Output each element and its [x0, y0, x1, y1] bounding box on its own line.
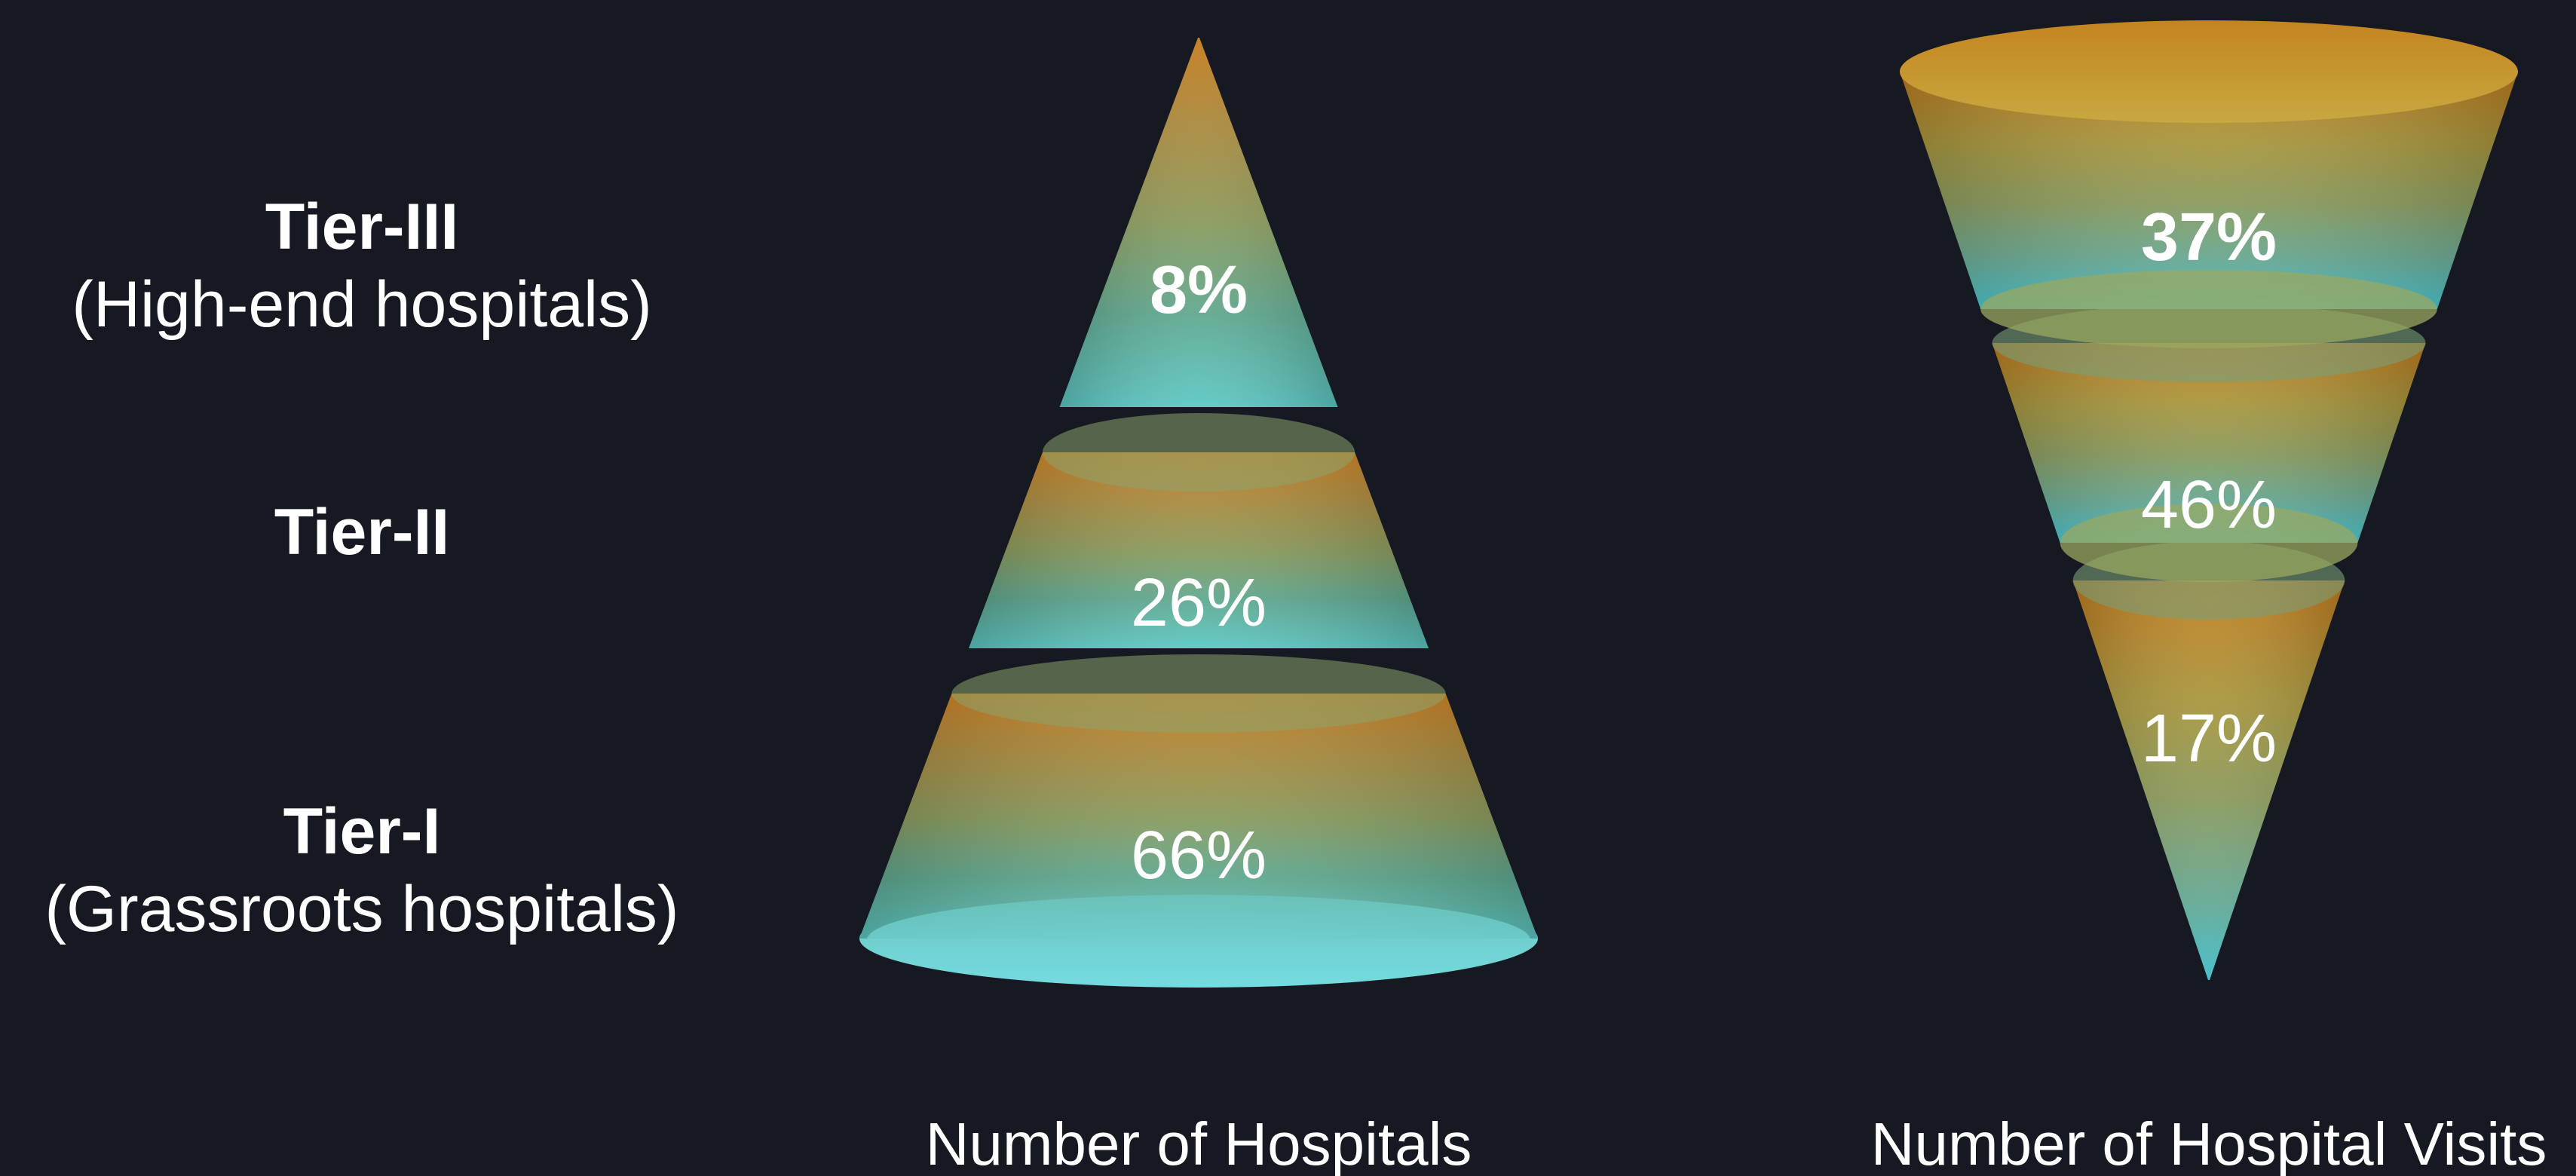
tier-name: Tier-II	[274, 496, 450, 568]
tier-label-tier-iii: Tier-III (High-end hospitals)	[0, 188, 724, 344]
bar-tier-ii-shade	[968, 452, 1429, 648]
tier-name: Tier-I	[283, 795, 441, 868]
bar-tier-iii-top-cap	[1900, 20, 2518, 123]
bar-tier-ii-shade	[1992, 343, 2426, 543]
value-label-tier-iii: 8%	[1150, 253, 1248, 328]
value-label-tier-i: 17%	[2141, 701, 2277, 776]
value-label-tier-ii: 46%	[2141, 467, 2277, 543]
pyramid-base-cap-face	[867, 895, 1530, 985]
tier-label-tier-ii: Tier-II	[0, 494, 724, 571]
bar-tier-i-shade	[859, 694, 1538, 939]
x-label-hospital-visits: Number of Hospital Visits	[1871, 1110, 2547, 1176]
value-label-tier-ii: 26%	[1131, 565, 1267, 641]
bar-tier-ii-bottom-cap	[2060, 504, 2358, 582]
visits-funnel: 37% 46% 17% Number of Hospital Visits	[1871, 20, 2547, 1176]
x-label-hospitals: Number of Hospitals	[926, 1110, 1472, 1176]
bar-tier-i-top-cap	[951, 654, 1446, 733]
tier-desc: (Grassroots hospitals)	[44, 873, 679, 946]
value-label-tier-i: 66%	[1131, 818, 1267, 893]
tier-name: Tier-III	[265, 191, 459, 263]
bar-tier-iii-bottom-cap	[1980, 270, 2437, 348]
bar-tier-iii-shade	[1900, 72, 2518, 309]
hospitals-pyramid: 8% 26% 66% Number of Hospitals	[859, 38, 1538, 1176]
value-label-tier-iii: 37%	[2141, 200, 2277, 275]
bar-tier-i-shade	[2072, 580, 2345, 980]
bar-tier-ii-top-cap	[1042, 413, 1355, 492]
tier-desc: (High-end hospitals)	[72, 268, 652, 341]
bar-tier-iii-shade	[1059, 38, 1338, 407]
tier-label-tier-i: Tier-I (Grassroots hospitals)	[0, 793, 724, 948]
